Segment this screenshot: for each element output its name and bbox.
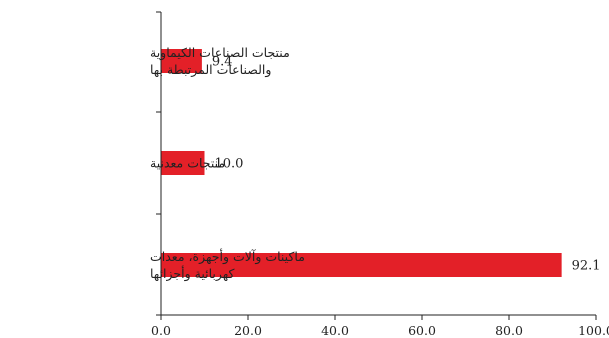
category-label-2-line-1: منتجات معدنية — [150, 156, 225, 171]
category-label-3-line-2: كهربائية وأجزائها — [150, 265, 235, 282]
x-tick-label-6: 100.0 — [578, 323, 609, 338]
value-label-3: 92.1 — [572, 259, 601, 274]
bars-layer — [161, 49, 562, 277]
value-label-2: 10.0 — [215, 157, 244, 172]
x-tick-label-2: 20.0 — [234, 323, 262, 338]
bar-1 — [161, 49, 202, 73]
x-tick-label-1: 0.0 — [151, 323, 171, 338]
category-label-1-line-1: منتجات الصناعات الكيماوية — [150, 45, 290, 61]
category-label-3-line-1: ماكينات وآلات وأجهزة، معدات — [150, 248, 305, 265]
x-tick-label-4: 60.0 — [408, 323, 436, 338]
axes: 0.0 20.0 40.0 60.0 80.0 100.0 — [151, 11, 609, 338]
bar-3 — [161, 253, 562, 277]
x-tick-label-5: 80.0 — [495, 323, 523, 338]
value-labels: 9.4 10.0 92.1 — [212, 55, 601, 274]
value-label-1: 9.4 — [212, 55, 233, 70]
bar-2 — [161, 151, 205, 175]
category-label-1-line-2: والصناعات المرتبطة بها — [150, 62, 271, 78]
x-tick-label-3: 40.0 — [321, 323, 349, 338]
